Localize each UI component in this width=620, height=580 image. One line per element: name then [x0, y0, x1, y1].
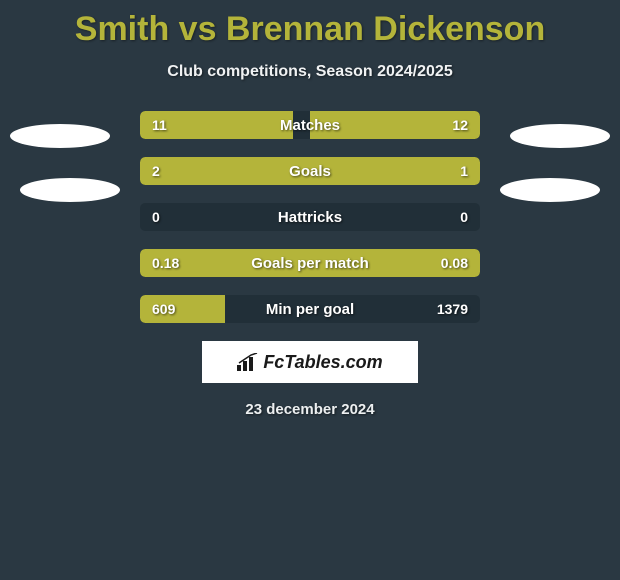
stat-row: 0 Hattricks 0: [140, 203, 480, 231]
comparison-subtitle: Club competitions, Season 2024/2025: [0, 63, 620, 81]
comparison-chart: 11 Matches 12 2 Goals 1 0 Hattricks 0 0.…: [140, 111, 480, 323]
snapshot-date: 23 december 2024: [0, 401, 620, 418]
club-left-logo-placeholder: [20, 178, 120, 202]
player-left-photo-placeholder: [10, 124, 110, 148]
stat-row: 2 Goals 1: [140, 157, 480, 185]
stat-value-right: 1379: [437, 295, 468, 323]
stat-row: 609 Min per goal 1379: [140, 295, 480, 323]
stat-label: Goals per match: [140, 249, 480, 277]
stat-label: Hattricks: [140, 203, 480, 231]
stat-label: Min per goal: [140, 295, 480, 323]
source-logo-text: FcTables.com: [263, 352, 382, 373]
stat-row: 0.18 Goals per match 0.08: [140, 249, 480, 277]
player-right-photo-placeholder: [510, 124, 610, 148]
stat-value-right: 12: [452, 111, 468, 139]
stat-label: Matches: [140, 111, 480, 139]
stat-row: 11 Matches 12: [140, 111, 480, 139]
club-right-logo-placeholder: [500, 178, 600, 202]
stat-value-right: 0: [460, 203, 468, 231]
comparison-title: Smith vs Brennan Dickenson: [0, 0, 620, 49]
chart-icon: [237, 353, 259, 371]
stat-value-right: 1: [460, 157, 468, 185]
stat-label: Goals: [140, 157, 480, 185]
source-logo[interactable]: FcTables.com: [202, 341, 418, 383]
stat-value-right: 0.08: [441, 249, 468, 277]
